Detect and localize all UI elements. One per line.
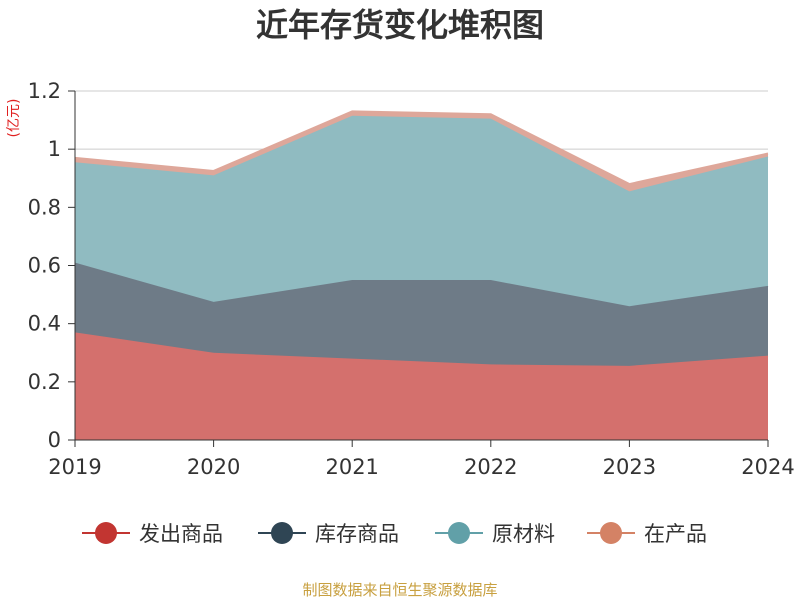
- x-tick-label: 2024: [741, 455, 794, 479]
- line-series-4: [74, 110, 769, 186]
- area-series-2: [75, 262, 768, 366]
- y-tick-label: 0.8: [28, 195, 61, 219]
- area-series-4: [75, 111, 768, 192]
- y-tick-label: 1: [48, 137, 61, 161]
- axes: 0 0.2 0.4 0.6 0.8 1 1.2 2019 2020 2021 2022 2023 202…: [28, 79, 795, 479]
- legend-label-series-4: 在产品: [644, 522, 707, 546]
- area-series-1: [75, 332, 768, 440]
- legend-label-series-1: 发出商品: [139, 522, 223, 546]
- y-tick-label: 0: [48, 428, 61, 452]
- legend-marker-series-1: [95, 522, 117, 544]
- x-tick-label: 2023: [603, 455, 656, 479]
- legend-marker-series-2: [271, 522, 293, 544]
- chart-title: 近年存货变化堆积图: [256, 6, 544, 44]
- legend-label-series-2: 库存商品: [315, 522, 399, 546]
- y-axis-unit-label: (亿元): [6, 99, 22, 138]
- x-tick-label: 2022: [464, 455, 517, 479]
- legend-marker-series-3: [448, 522, 470, 544]
- area-series-3: [75, 115, 768, 307]
- y-tick-label: 0.4: [28, 312, 61, 336]
- legend-marker-series-4: [600, 522, 622, 544]
- x-tick-label: 2021: [325, 455, 378, 479]
- x-tick-label: 2020: [187, 455, 240, 479]
- legend-label-series-3: 原材料: [492, 522, 555, 546]
- y-tick-label: 0.6: [28, 254, 61, 278]
- data-source-note: 制图数据来自恒生聚源数据库: [302, 581, 497, 599]
- y-tick-label: 0.2: [28, 370, 61, 394]
- stacked-areas: [74, 110, 769, 440]
- x-tick-label: 2019: [48, 455, 101, 479]
- y-tick-label: 1.2: [28, 79, 61, 103]
- legend: 发出商品 库存商品 原材料 在产品: [82, 522, 707, 546]
